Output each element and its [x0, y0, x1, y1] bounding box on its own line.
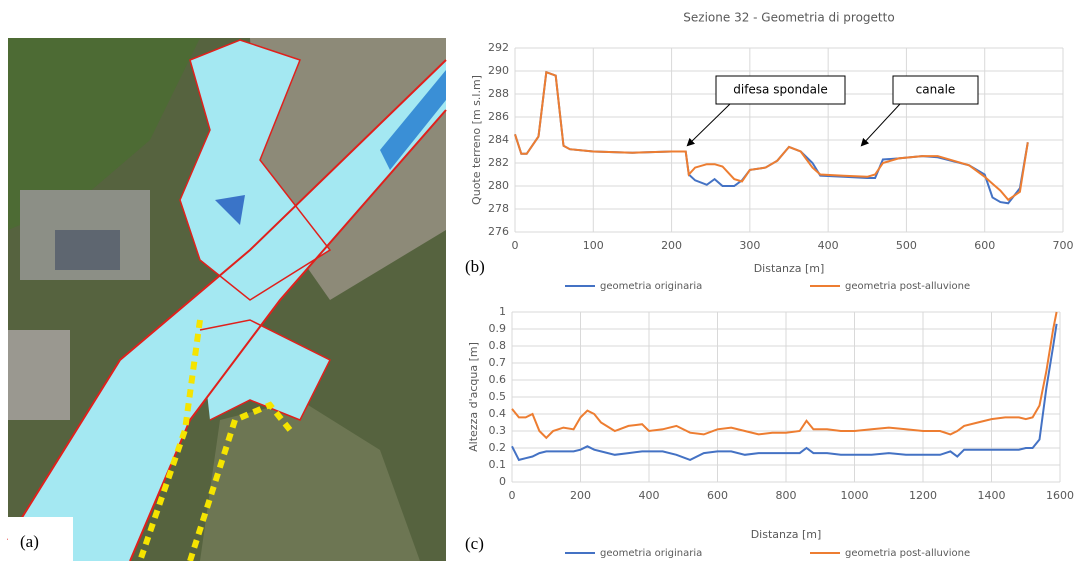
y-tick-label: 280 — [488, 179, 509, 192]
y-tick-label: 278 — [488, 202, 509, 215]
y-tick-label: 284 — [488, 133, 509, 146]
x-tick-label: 1200 — [909, 489, 937, 502]
y-tick-label: 292 — [488, 41, 509, 54]
x-tick-label: 600 — [974, 239, 995, 252]
y-tick-label: 0.8 — [489, 339, 507, 352]
x-tick-label: 0 — [512, 239, 519, 252]
y-tick-label: 0.7 — [489, 356, 507, 369]
x-tick-label: 300 — [739, 239, 760, 252]
annotation-text: difesa spondale — [733, 83, 827, 97]
panel-label: (a) — [20, 532, 39, 551]
y-tick-label: 1 — [499, 305, 506, 318]
y-tick-label: 286 — [488, 110, 509, 123]
data-line — [512, 324, 1057, 460]
y-tick-label: 0.4 — [489, 407, 507, 420]
figure: (a) 276278280282284286288290292010020030… — [0, 0, 1076, 561]
y-tick-label: 0.5 — [489, 390, 507, 403]
y-axis-label: Altezza d'acqua [m] — [467, 342, 480, 452]
y-tick-label: 290 — [488, 64, 509, 77]
y-tick-label: 282 — [488, 156, 509, 169]
x-tick-label: 1000 — [841, 489, 869, 502]
x-tick-label: 400 — [639, 489, 660, 502]
legend-label: geometria post-alluvione — [845, 548, 970, 559]
x-tick-label: 0 — [509, 489, 516, 502]
y-tick-label: 276 — [488, 225, 509, 238]
panel-label: (c) — [465, 534, 484, 553]
x-tick-label: 500 — [896, 239, 917, 252]
x-axis-label: Distanza [m] — [754, 262, 825, 275]
annotation-arrow — [688, 104, 730, 145]
y-tick-label: 0.1 — [489, 458, 507, 471]
x-tick-label: 1400 — [978, 489, 1006, 502]
x-axis-label: Distanza [m] — [751, 528, 822, 541]
legend-label: geometria post-alluvione — [845, 281, 970, 292]
x-tick-label: 1600 — [1046, 489, 1074, 502]
y-tick-label: 0.3 — [489, 424, 507, 437]
x-tick-label: 800 — [776, 489, 797, 502]
annotation-text: canale — [916, 83, 956, 97]
y-tick-label: 0.6 — [489, 373, 507, 386]
y-tick-label: 288 — [488, 87, 509, 100]
panel-label: (b) — [465, 257, 485, 276]
aerial-map: (a) — [8, 38, 446, 561]
y-tick-label: 0.2 — [489, 441, 507, 454]
x-tick-label: 400 — [818, 239, 839, 252]
x-tick-label: 200 — [661, 239, 682, 252]
x-tick-label: 700 — [1053, 239, 1074, 252]
data-line — [512, 312, 1057, 438]
y-tick-label: 0 — [499, 475, 506, 488]
legend-label: geometria originaria — [600, 548, 702, 559]
y-axis-label: Quote terreno [m s.l.m] — [470, 75, 483, 205]
legend-label: geometria originaria — [600, 281, 702, 292]
x-tick-label: 600 — [707, 489, 728, 502]
chart-title: Sezione 32 - Geometria di progetto — [683, 11, 894, 25]
figure-svg: (a) 276278280282284286288290292010020030… — [0, 0, 1076, 561]
x-tick-label: 200 — [570, 489, 591, 502]
annotation-arrow — [862, 104, 900, 145]
x-tick-label: 100 — [583, 239, 604, 252]
y-tick-label: 0.9 — [489, 322, 507, 335]
